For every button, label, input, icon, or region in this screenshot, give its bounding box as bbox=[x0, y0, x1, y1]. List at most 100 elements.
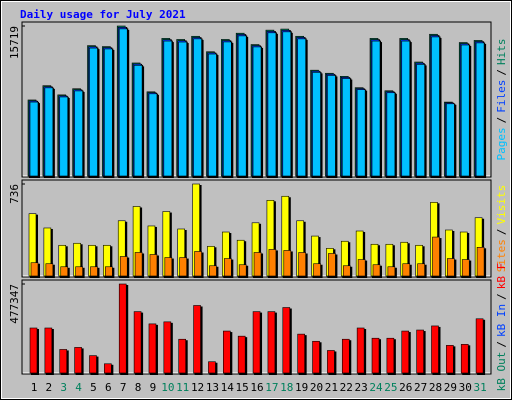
legend: Sites / Visits bbox=[495, 185, 508, 273]
bar bbox=[341, 78, 351, 177]
bar bbox=[29, 327, 38, 374]
bar bbox=[252, 311, 261, 374]
bar bbox=[297, 38, 306, 177]
bar bbox=[118, 28, 128, 177]
bar bbox=[133, 311, 142, 374]
x-tick-label: 8 bbox=[135, 381, 142, 394]
bar bbox=[148, 323, 157, 374]
legend-entry: Hits bbox=[495, 39, 508, 66]
y-max-label: 736 bbox=[8, 184, 21, 204]
x-tick-label: 23 bbox=[355, 381, 368, 394]
bar bbox=[476, 247, 485, 277]
bar bbox=[431, 36, 440, 177]
bar bbox=[164, 257, 173, 277]
bar bbox=[371, 40, 381, 177]
bar bbox=[416, 64, 425, 177]
y-max-label: 477347 bbox=[8, 284, 21, 324]
bar bbox=[447, 258, 455, 277]
bar bbox=[297, 333, 305, 374]
bar bbox=[328, 253, 336, 277]
bar bbox=[74, 347, 82, 374]
bar bbox=[237, 335, 246, 374]
legend: kB Out / kB In / kB F bbox=[495, 263, 508, 392]
x-tick-label: 5 bbox=[90, 381, 97, 394]
bar bbox=[105, 266, 113, 277]
legend-entry: Pages bbox=[495, 127, 508, 160]
x-tick-label: 29 bbox=[444, 381, 457, 394]
x-tick-label: 22 bbox=[340, 381, 353, 394]
bar bbox=[341, 338, 350, 374]
bar bbox=[282, 31, 292, 177]
bar bbox=[148, 93, 158, 177]
x-tick-label: 6 bbox=[105, 381, 112, 394]
bar bbox=[356, 327, 365, 374]
legend-entry: Visits bbox=[495, 185, 508, 225]
bar bbox=[386, 337, 395, 374]
x-tick-label: 27 bbox=[414, 381, 427, 394]
bar bbox=[460, 344, 469, 374]
chart-title: Daily usage for July 2021 bbox=[20, 8, 186, 21]
x-tick-label: 14 bbox=[221, 381, 235, 394]
x-tick-label: 24 bbox=[369, 381, 383, 394]
bar bbox=[119, 256, 128, 277]
bar bbox=[461, 259, 470, 277]
legend-separator: / bbox=[495, 117, 508, 124]
bar bbox=[193, 305, 201, 374]
bar bbox=[44, 327, 53, 374]
bar bbox=[268, 249, 277, 277]
bar bbox=[59, 96, 69, 177]
bar bbox=[432, 236, 440, 277]
x-tick-label: 2 bbox=[46, 381, 53, 394]
bar bbox=[475, 42, 485, 177]
x-tick-label: 17 bbox=[265, 381, 278, 394]
bar bbox=[460, 44, 470, 177]
bar bbox=[29, 101, 39, 177]
bar bbox=[312, 340, 320, 374]
bar bbox=[74, 90, 83, 177]
bar bbox=[208, 53, 217, 177]
bar bbox=[133, 65, 143, 177]
bar bbox=[208, 361, 216, 374]
bar bbox=[30, 262, 39, 277]
bar bbox=[90, 266, 98, 277]
bar bbox=[282, 307, 291, 374]
bar bbox=[178, 41, 187, 177]
legend-entry: kB In bbox=[495, 304, 508, 337]
bar bbox=[327, 75, 336, 177]
bar bbox=[238, 264, 247, 277]
bar bbox=[149, 254, 158, 277]
bar bbox=[298, 252, 306, 277]
x-tick-label: 21 bbox=[325, 381, 338, 394]
legend-separator: / bbox=[495, 69, 508, 76]
bar bbox=[104, 363, 112, 374]
x-tick-label: 4 bbox=[75, 381, 82, 394]
legend-separator: / bbox=[495, 229, 508, 236]
x-tick-label: 16 bbox=[250, 381, 263, 394]
x-tick-label: 28 bbox=[429, 381, 442, 394]
bar bbox=[237, 35, 247, 177]
bar bbox=[45, 263, 54, 277]
x-tick-label: 31 bbox=[473, 381, 486, 394]
bar bbox=[194, 251, 202, 277]
bar bbox=[401, 330, 410, 374]
bar bbox=[446, 103, 455, 177]
bar bbox=[178, 338, 186, 374]
bar bbox=[371, 337, 380, 374]
legend-separator: / bbox=[495, 293, 508, 300]
legend-entry: Files bbox=[495, 80, 508, 113]
bar bbox=[163, 40, 173, 177]
x-tick-label: 18 bbox=[280, 381, 293, 394]
x-tick-label: 13 bbox=[206, 381, 219, 394]
bar bbox=[401, 40, 411, 177]
legend-separator: / bbox=[495, 341, 508, 348]
x-tick-label: 11 bbox=[176, 381, 189, 394]
x-tick-label: 1 bbox=[31, 381, 38, 394]
bar bbox=[89, 47, 98, 177]
x-tick-label: 9 bbox=[150, 381, 157, 394]
bar bbox=[356, 89, 366, 177]
bar bbox=[193, 38, 202, 177]
bar bbox=[283, 250, 292, 277]
bar bbox=[416, 329, 424, 374]
